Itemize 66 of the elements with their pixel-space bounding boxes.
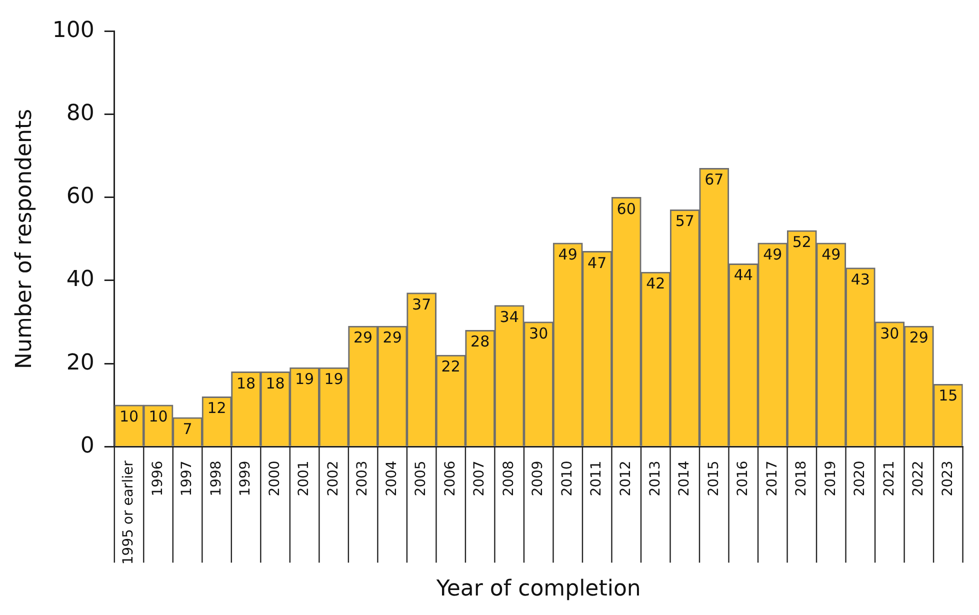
x-tick-label: 2007 xyxy=(472,460,488,496)
x-tick-label: 2018 xyxy=(794,460,810,496)
x-tick-label: 2004 xyxy=(384,460,400,496)
data-label: 47 xyxy=(588,254,607,272)
x-tick-label: 2016 xyxy=(735,460,752,496)
x-tick-label: 2003 xyxy=(354,460,371,496)
x-tick-label: 2008 xyxy=(500,460,517,496)
y-tick-label: 20 xyxy=(66,350,94,376)
x-tick-label: 2006 xyxy=(442,460,458,496)
data-label: 43 xyxy=(850,270,870,288)
data-label: 19 xyxy=(295,370,314,388)
x-tick-label: 2002 xyxy=(325,460,342,496)
x-tick-label: 2015 xyxy=(706,460,722,496)
data-label: 22 xyxy=(441,358,460,376)
x-tick-label: 1998 xyxy=(208,460,224,496)
x-tick-label: 2014 xyxy=(676,460,693,496)
data-label: 37 xyxy=(412,295,432,314)
data-label: 67 xyxy=(704,170,724,189)
data-label: 7 xyxy=(182,420,192,438)
data-label: 34 xyxy=(500,308,519,326)
x-tick-label: 1999 xyxy=(238,460,254,496)
x-tick-label: 2013 xyxy=(647,460,664,496)
x-tick-label: 2005 xyxy=(413,460,430,496)
x-tick-label: 2019 xyxy=(822,460,839,496)
x-tick-label: 1997 xyxy=(179,460,196,496)
x-tick-label: 2010 xyxy=(559,460,576,496)
data-label: 52 xyxy=(792,233,812,252)
x-tick-label: 2009 xyxy=(530,460,546,496)
data-label: 30 xyxy=(880,324,900,342)
data-label: 28 xyxy=(470,332,490,351)
data-label: 15 xyxy=(938,386,958,405)
data-label: 57 xyxy=(675,212,694,230)
data-label: 19 xyxy=(324,370,344,388)
x-tick-label: 2017 xyxy=(764,460,780,496)
data-label: 10 xyxy=(148,408,168,426)
y-axis-title: Number of respondents xyxy=(12,108,37,369)
y-tick-label: 0 xyxy=(80,433,94,458)
data-label: 12 xyxy=(207,399,226,418)
x-tick-label: 2020 xyxy=(852,460,868,496)
x-tick-label: 1996 xyxy=(150,460,166,496)
data-label: 10 xyxy=(119,408,139,426)
x-tick-label: 2000 xyxy=(266,460,283,496)
y-tick-label: 80 xyxy=(66,101,94,126)
data-label: 42 xyxy=(646,274,666,293)
x-axis-title: Year of completion xyxy=(435,576,641,602)
data-label: 29 xyxy=(354,328,373,347)
x-tick-label: 2022 xyxy=(910,460,927,496)
y-tick-label: 60 xyxy=(66,184,94,210)
data-label: 29 xyxy=(909,328,928,347)
x-tick-label: 2021 xyxy=(881,460,898,496)
x-tick-label: 2023 xyxy=(940,460,956,496)
data-label: 44 xyxy=(734,266,753,284)
data-label: 18 xyxy=(236,374,256,392)
x-tick-label: 2001 xyxy=(296,460,312,496)
x-tick-label: 2011 xyxy=(588,460,605,496)
data-label: 49 xyxy=(822,245,841,264)
x-tick-label: 2012 xyxy=(618,460,634,496)
data-label: 60 xyxy=(616,200,636,218)
data-label: 49 xyxy=(558,245,578,264)
data-label: 29 xyxy=(382,328,402,347)
x-tick-label: 1995 or earlier xyxy=(120,460,137,565)
data-label: 49 xyxy=(763,245,782,264)
data-label: 18 xyxy=(266,374,285,392)
data-label: 30 xyxy=(529,324,548,342)
y-tick-label: 40 xyxy=(66,267,94,292)
y-tick-label: 100 xyxy=(52,18,94,43)
